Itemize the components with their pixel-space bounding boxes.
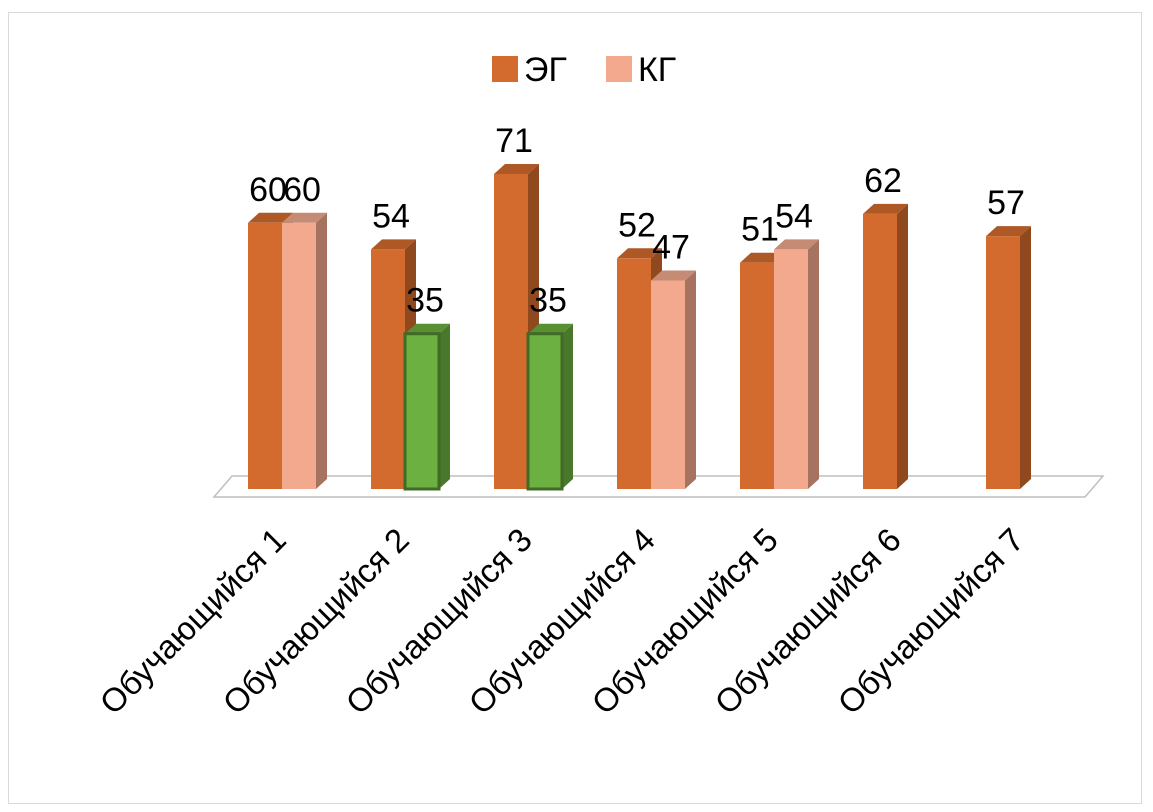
bar-top	[405, 323, 450, 334]
bar-front	[526, 332, 564, 491]
bar-front	[494, 174, 528, 489]
bars	[248, 164, 1031, 491]
bar-top	[774, 239, 819, 250]
data-label-эг-5: 51	[741, 211, 779, 249]
bar-side	[316, 212, 327, 490]
data-label-кг-2: 35	[406, 282, 444, 320]
bar-top	[528, 323, 573, 334]
data-label-эг-7: 57	[987, 184, 1025, 222]
bar-top	[282, 212, 327, 223]
legend-swatch-2	[606, 56, 632, 82]
bar-front	[651, 280, 685, 489]
data-label-эг-4: 52	[618, 206, 656, 244]
data-label-кг-1: 60	[283, 171, 321, 209]
bar-front	[403, 332, 441, 491]
data-label-кг-5: 54	[775, 197, 813, 235]
bar-side	[439, 323, 450, 489]
data-label-эг-3: 71	[495, 122, 533, 160]
bar-top	[248, 212, 293, 223]
bar-front	[863, 213, 897, 490]
bar-top	[863, 203, 908, 214]
legend-label-2: КГ	[638, 51, 676, 89]
data-label-эг-1: 60	[249, 171, 287, 209]
bar-front	[740, 262, 774, 489]
bar-эг-2	[371, 239, 416, 489]
legend-swatch-1	[492, 56, 518, 82]
bar-эг-6	[863, 203, 908, 490]
legend-label-1: ЭГ	[524, 51, 567, 89]
bar-кг-2	[403, 323, 450, 491]
bar-top	[371, 239, 416, 250]
bar-top	[617, 248, 662, 259]
bar-side	[808, 239, 819, 489]
bar-side	[1020, 226, 1031, 489]
bar-эг-7	[986, 226, 1031, 489]
bar-top	[494, 164, 539, 174]
bar-front	[282, 222, 316, 490]
bar-кг-3	[526, 323, 573, 491]
data-label-эг-2: 54	[372, 197, 410, 235]
bar-кг-4	[651, 270, 696, 489]
data-label-кг-4: 47	[652, 228, 690, 266]
bar-top	[740, 252, 785, 263]
bar-side	[685, 270, 696, 489]
bar-front	[774, 249, 808, 489]
bar-front	[248, 222, 282, 490]
bar-top	[986, 226, 1031, 237]
bar-side	[897, 203, 908, 490]
legend: ЭГ КГ	[492, 51, 676, 89]
bar-side	[562, 323, 573, 489]
bar-front	[617, 258, 651, 489]
data-label-эг-6: 62	[864, 162, 902, 200]
bar-top	[651, 270, 696, 281]
bar-front	[986, 236, 1020, 489]
data-label-кг-3: 35	[529, 282, 567, 320]
bar-front	[371, 249, 405, 489]
bar-кг-5	[774, 239, 819, 489]
bar-кг-1	[282, 212, 327, 490]
chart-frame	[8, 12, 1142, 804]
